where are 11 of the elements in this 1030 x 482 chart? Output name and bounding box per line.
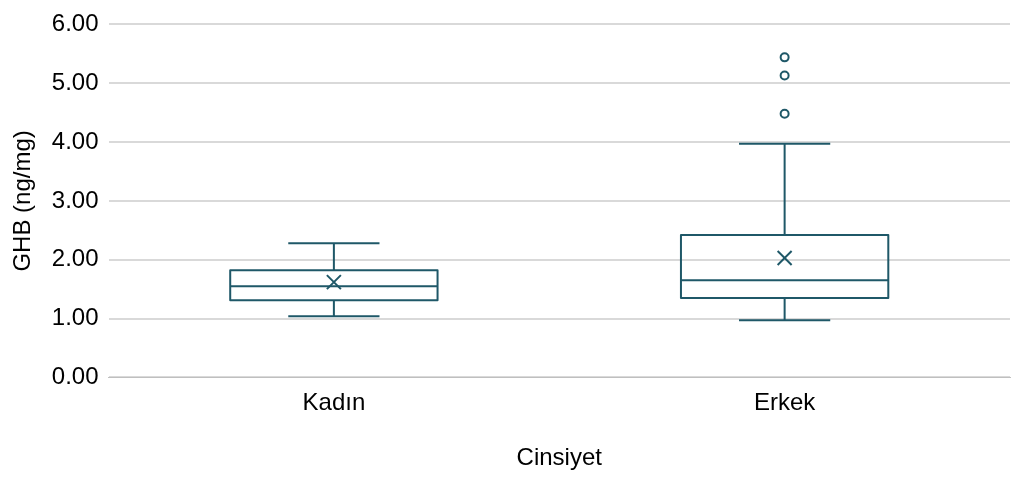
y-axis-title: GHB (ng/mg)	[8, 130, 36, 272]
y-tick-label: 4.00	[51, 126, 99, 154]
y-tick-label: 0.00	[51, 362, 99, 390]
y-tick-label: 2.00	[51, 244, 99, 272]
x-axis-title: Cinsiyet	[516, 443, 603, 471]
x-tick-label: Kadın	[302, 388, 366, 416]
y-tick-label: 1.00	[51, 303, 99, 331]
y-tick-label: 6.00	[51, 9, 99, 37]
y-tick-label: 3.00	[51, 185, 99, 213]
y-tick-label: 5.00	[51, 67, 99, 95]
x-tick-label: Erkek	[753, 388, 817, 416]
